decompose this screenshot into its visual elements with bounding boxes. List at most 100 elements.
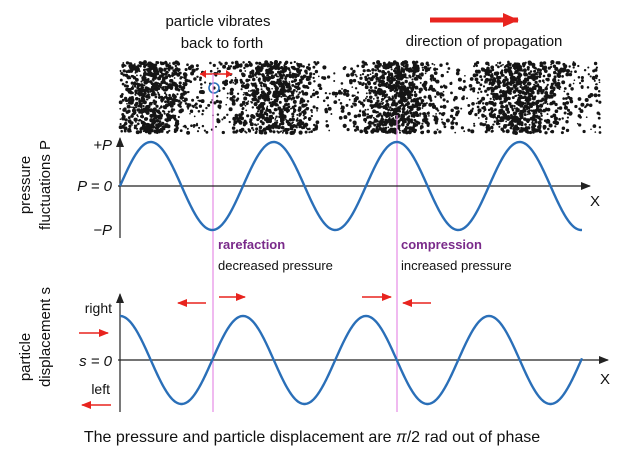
particle-dot <box>522 96 524 99</box>
particle-dot <box>597 93 601 97</box>
particle-dot <box>366 95 368 98</box>
particle-dot <box>457 110 460 113</box>
particle-dot <box>276 119 279 122</box>
particle-dot <box>454 131 457 134</box>
particle-dot <box>392 99 396 103</box>
displacement-tick-right: right <box>85 300 112 316</box>
particle-dot <box>556 85 560 89</box>
particle-dot <box>138 97 141 100</box>
particle-dot <box>535 101 539 105</box>
particle-dot <box>311 111 313 114</box>
particle-dot <box>358 100 361 104</box>
particle-dot <box>223 82 228 87</box>
particle-dot <box>209 61 212 65</box>
particle-dot <box>566 112 569 115</box>
particle-dot <box>365 92 368 95</box>
particle-dot <box>512 111 517 116</box>
particle-dot <box>363 117 368 122</box>
particle-dot <box>543 127 546 130</box>
particle-dot <box>443 125 447 129</box>
particle-dot <box>467 128 471 132</box>
particle-dot <box>241 100 246 105</box>
particle-dot <box>524 96 527 99</box>
particle-dot <box>179 129 183 133</box>
particle-dot <box>545 94 550 99</box>
particle-dot <box>278 90 282 94</box>
particle-dot <box>393 110 398 115</box>
particle-dot <box>293 78 298 82</box>
particle-dot <box>291 117 295 122</box>
particle-dot <box>567 95 571 99</box>
particle-dot <box>153 69 156 72</box>
particle-dot <box>151 101 154 104</box>
particle-dot <box>515 116 519 120</box>
particle-dot <box>488 100 492 104</box>
particle-dot <box>296 69 301 74</box>
particle-dot <box>374 69 378 72</box>
particle-dot <box>152 72 157 77</box>
particle-dot <box>243 66 246 70</box>
particle-dot <box>142 130 145 133</box>
particle-dot <box>594 86 599 91</box>
particle-dot <box>266 105 269 108</box>
particle-dot <box>362 113 366 117</box>
particle-dot <box>125 80 129 84</box>
particle-dot <box>378 112 382 116</box>
particle-dot <box>526 102 530 106</box>
particle-dot <box>489 97 492 100</box>
particle-dot <box>151 86 154 89</box>
particle-dot <box>524 110 527 113</box>
particle-dot <box>133 82 137 86</box>
particle-dot <box>138 111 141 114</box>
particle-dot <box>532 114 537 119</box>
particle-dot <box>199 76 203 80</box>
particle-dot <box>378 91 382 95</box>
particle-dot <box>333 72 336 75</box>
particle-dot <box>176 119 180 123</box>
particle-dot <box>524 85 528 89</box>
particle-dot <box>373 123 377 127</box>
particle-dot <box>353 94 356 97</box>
particle-dot <box>268 101 272 104</box>
particle-dot <box>527 95 531 99</box>
particle-dot <box>287 105 291 109</box>
particle-dot <box>388 128 392 132</box>
particle-dot <box>383 94 387 99</box>
particle-dot <box>122 69 126 73</box>
particle-dot <box>395 74 399 78</box>
particle-dot <box>557 70 562 75</box>
particle-dot <box>484 79 487 82</box>
particle-dot <box>545 118 550 123</box>
particle-dot <box>512 126 515 129</box>
particle-dot <box>397 113 401 117</box>
particle-dot <box>324 109 329 114</box>
particle-dot <box>134 68 139 73</box>
particle-dot <box>201 109 205 113</box>
particle-dot <box>263 116 266 119</box>
particle-dot <box>524 102 527 105</box>
particle-dot <box>172 93 175 96</box>
particle-dot <box>284 84 287 87</box>
particle-dot <box>361 72 365 76</box>
particle-dot <box>387 109 390 112</box>
particle-dot <box>561 80 566 85</box>
particle-dot <box>433 130 438 135</box>
particle-dot <box>326 75 331 79</box>
particle-dot <box>385 105 387 108</box>
particle-dot <box>231 61 234 65</box>
caption-pi: π <box>396 429 407 446</box>
particle-dot <box>364 85 369 90</box>
particle-dot <box>158 120 162 124</box>
particle-dot <box>388 96 391 99</box>
particle-dot <box>361 110 366 115</box>
particle-dot <box>366 125 369 129</box>
particle-dot <box>501 105 504 108</box>
particle-dot <box>163 112 166 115</box>
particle-dot <box>441 93 445 97</box>
particle-dot <box>364 121 367 124</box>
particle-dot <box>154 95 158 99</box>
particle-dot <box>396 84 400 88</box>
particle-dot <box>234 82 237 85</box>
particle-dot <box>531 127 536 132</box>
particle-dot <box>169 102 172 105</box>
